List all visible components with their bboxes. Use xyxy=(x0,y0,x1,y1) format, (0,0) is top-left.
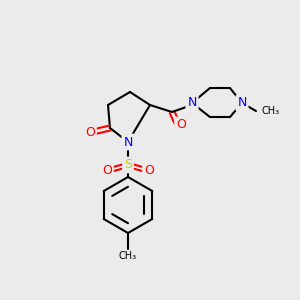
Text: O: O xyxy=(176,118,186,131)
Text: O: O xyxy=(144,164,154,176)
Text: S: S xyxy=(124,158,132,172)
Text: N: N xyxy=(187,97,197,110)
Text: CH₃: CH₃ xyxy=(262,106,280,116)
Text: O: O xyxy=(102,164,112,176)
Text: N: N xyxy=(237,97,247,110)
Text: O: O xyxy=(85,125,95,139)
Text: CH₃: CH₃ xyxy=(119,251,137,261)
Text: N: N xyxy=(123,136,133,148)
